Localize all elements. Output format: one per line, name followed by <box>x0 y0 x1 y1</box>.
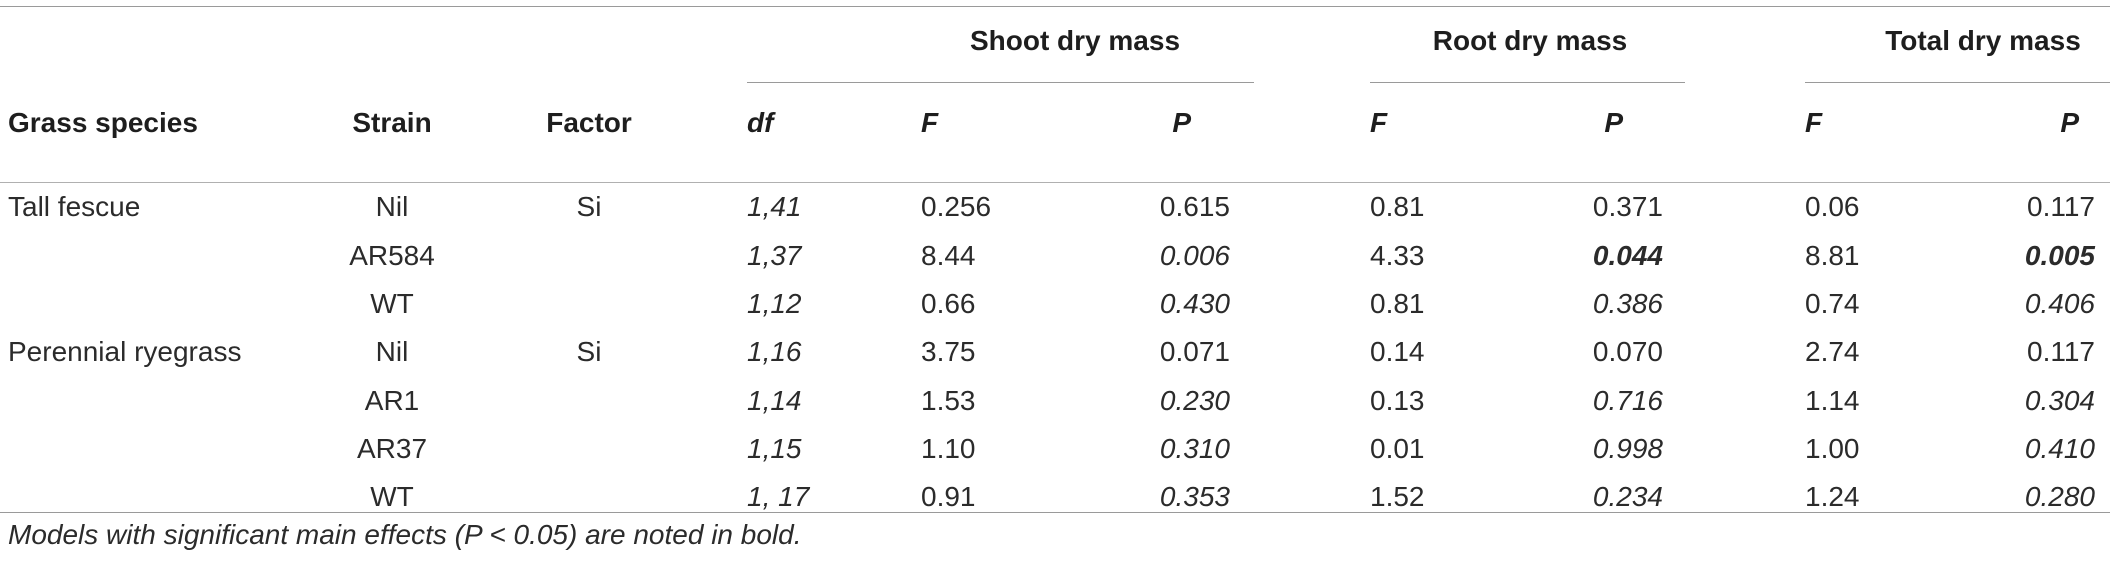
table-cell-df: 1,16 <box>747 336 802 367</box>
table-cell-root-p: 0.371 <box>1592 191 1663 222</box>
table-cell-total-p: 0.280 <box>2024 481 2095 512</box>
table-cell-shoot-f: 3.75 <box>921 336 976 367</box>
table-cell-df: 1, 17 <box>747 481 810 512</box>
table-cell-factor: Si <box>576 336 602 367</box>
table-cell-root-p: 0.386 <box>1592 288 1663 319</box>
table-bottom-rule <box>0 512 2110 513</box>
col-header-root-p: P <box>1604 107 1623 138</box>
table-cell-total-p: 0.304 <box>2024 385 2095 416</box>
table-cell-shoot-f: 0.66 <box>921 288 976 319</box>
table-cell-shoot-p: 0.615 <box>1159 191 1230 222</box>
table-cell-total-f: 0.06 <box>1805 191 1860 222</box>
table-cell-root-f: 0.81 <box>1370 191 1425 222</box>
table-cell-total-p: 0.117 <box>2027 336 2095 367</box>
table-cell-strain: Nil <box>375 191 409 222</box>
table-cell-total-p: 0.117 <box>2027 191 2095 222</box>
table-cell-root-f: 0.81 <box>1370 288 1425 319</box>
table-cell-df: 1,15 <box>747 433 802 464</box>
table-cell-strain: AR1 <box>364 385 420 416</box>
table-cell-shoot-f: 1.53 <box>921 385 976 416</box>
table-cell-root-f: 0.14 <box>1370 336 1425 367</box>
table-cell-total-f: 1.00 <box>1805 433 1860 464</box>
table-cell-root-f: 4.33 <box>1370 240 1425 271</box>
header-bottom-rule <box>0 182 2110 183</box>
table-cell-df: 1,12 <box>747 288 802 319</box>
table-cell-total-f: 1.14 <box>1805 385 1860 416</box>
table-cell-species: Tall fescue <box>8 191 141 222</box>
table-cell-shoot-p: 0.430 <box>1159 288 1230 319</box>
col-header-total-p: P <box>2060 107 2079 138</box>
col-header-df: df <box>747 107 774 138</box>
table-cell-shoot-p: 0.353 <box>1159 481 1230 512</box>
table-cell-shoot-p: 0.006 <box>1159 240 1230 271</box>
table-cell-df: 1,37 <box>747 240 802 271</box>
table-cell-total-p: 0.410 <box>2024 433 2095 464</box>
col-header-shoot-f: F <box>921 107 939 138</box>
table-cell-strain: AR584 <box>349 240 435 271</box>
table-cell-strain: WT <box>370 288 414 319</box>
table-cell-shoot-f: 0.256 <box>921 191 992 222</box>
table-cell-strain: WT <box>370 481 414 512</box>
group-underline-total <box>1805 82 2110 83</box>
table-cell-root-p: 0.998 <box>1592 433 1663 464</box>
col-header-shoot-p: P <box>1172 107 1191 138</box>
table-cell-shoot-p: 0.310 <box>1159 433 1230 464</box>
table-cell-total-f: 2.74 <box>1805 336 1860 367</box>
group-header-shoot: Shoot dry mass <box>969 25 1181 56</box>
col-header-species: Grass species <box>8 107 198 138</box>
table-cell-root-p: 0.044 <box>1592 240 1663 271</box>
table-cell-factor: Si <box>576 191 602 222</box>
group-underline-shoot <box>747 82 1254 83</box>
table-cell-total-f: 0.74 <box>1805 288 1860 319</box>
table-cell-root-p: 0.234 <box>1592 481 1663 512</box>
table-cell-root-p: 0.716 <box>1592 385 1663 416</box>
table-top-rule <box>0 6 2110 7</box>
table-cell-root-p: 0.070 <box>1592 336 1663 367</box>
table-cell-root-f: 0.13 <box>1370 385 1425 416</box>
table-cell-shoot-f: 0.91 <box>921 481 976 512</box>
table-cell-total-p: 0.005 <box>2024 240 2095 271</box>
group-underline-root <box>1370 82 1685 83</box>
col-header-total-f: F <box>1805 107 1823 138</box>
table-cell-species: Perennial ryegrass <box>8 336 242 367</box>
table-cell-total-f: 8.81 <box>1805 240 1860 271</box>
table-cell-shoot-p: 0.230 <box>1159 385 1230 416</box>
table-cell-total-f: 1.24 <box>1805 481 1860 512</box>
table-cell-root-f: 1.52 <box>1370 481 1425 512</box>
table-cell-df: 1,41 <box>747 191 802 222</box>
table-cell-shoot-p: 0.071 <box>1159 336 1230 367</box>
table-cell-strain: Nil <box>375 336 409 367</box>
table-cell-strain: AR37 <box>356 433 428 464</box>
col-header-strain: Strain <box>352 107 432 138</box>
table-cell-shoot-f: 8.44 <box>921 240 976 271</box>
table-cell-total-p: 0.406 <box>2024 288 2095 319</box>
group-header-root: Root dry mass <box>1432 25 1628 56</box>
table-footnote: Models with significant main effects (P … <box>8 519 802 550</box>
table-cell-shoot-f: 1.10 <box>921 433 976 464</box>
table-cell-root-f: 0.01 <box>1370 433 1425 464</box>
table-cell-df: 1,14 <box>747 385 802 416</box>
col-header-factor: Factor <box>546 107 632 138</box>
col-header-root-f: F <box>1370 107 1388 138</box>
group-header-total: Total dry mass <box>1885 25 2081 56</box>
